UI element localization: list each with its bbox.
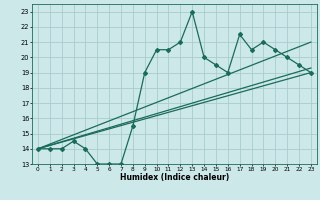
- X-axis label: Humidex (Indice chaleur): Humidex (Indice chaleur): [120, 173, 229, 182]
